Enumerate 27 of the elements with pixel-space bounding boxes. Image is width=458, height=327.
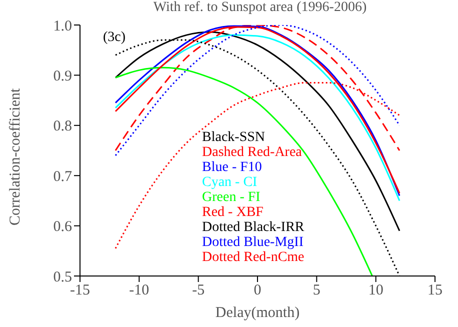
annotation: Dotted Black-IRR xyxy=(202,220,304,235)
x-tick-label: 5 xyxy=(312,282,320,299)
annotation: Dashed Red-Area xyxy=(202,145,302,160)
annotation: Dotted Blue-MgII xyxy=(202,235,304,250)
annotation: Blue - F10 xyxy=(202,160,262,175)
y-tick-label: 0.6 xyxy=(53,219,72,236)
annotation: Red - XBF xyxy=(202,205,264,220)
chart-title: With ref. to Sunspot area (1996-2006) xyxy=(152,0,368,16)
annotation: Green - FI xyxy=(202,190,260,205)
y-tick-label: 1.0 xyxy=(53,18,72,34)
y-tick-label: 0.5 xyxy=(53,269,72,286)
y-axis-title: Correlation-coefficient xyxy=(7,88,24,226)
annotation: Cyan - CI xyxy=(202,175,258,190)
y-tick-label: 0.8 xyxy=(53,118,72,135)
annotation: Dotted Red-nCme xyxy=(202,250,304,265)
annotation: (3c) xyxy=(103,30,126,45)
y-tick-label: 0.7 xyxy=(53,168,72,185)
x-tick-label: -15 xyxy=(70,282,90,299)
x-tick-label: 0 xyxy=(254,282,262,299)
x-tick-label: -10 xyxy=(129,282,150,299)
line-series xyxy=(114,66,374,276)
y-tick-label: 0.9 xyxy=(53,68,72,85)
x-tick-label: 15 xyxy=(428,282,442,299)
x-tick-label: 10 xyxy=(368,282,384,299)
annotation: Black-SSN xyxy=(202,130,265,145)
x-tick-label: -5 xyxy=(192,282,205,299)
x-axis-title: Delay(month) xyxy=(215,305,300,321)
